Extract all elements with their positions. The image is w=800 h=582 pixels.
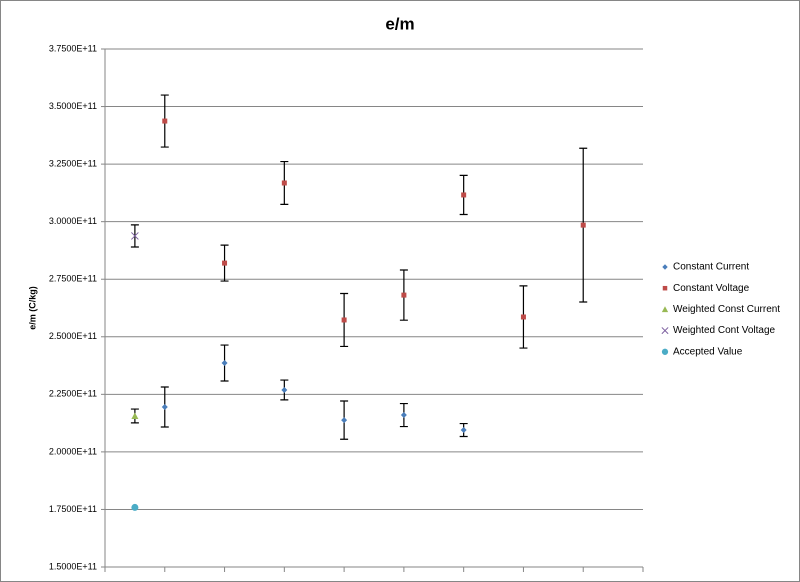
marker — [281, 386, 288, 393]
marker — [131, 412, 139, 419]
marker — [580, 222, 586, 228]
legend-label: Weighted Cont Voltage — [673, 325, 776, 336]
y-tick-label: 2.7500E+11 — [49, 274, 97, 284]
y-tick-label: 2.5000E+11 — [49, 331, 97, 341]
y-tick-label: 3.0000E+11 — [49, 216, 97, 226]
legend-label: Constant Current — [673, 262, 749, 273]
marker — [461, 192, 467, 198]
legend-label: Accepted Value — [673, 346, 743, 357]
marker — [162, 118, 168, 124]
marker — [221, 360, 228, 367]
y-tick-label: 3.2500E+11 — [49, 158, 97, 168]
marker — [131, 232, 139, 240]
y-tick-label: 1.5000E+11 — [49, 561, 97, 571]
marker — [401, 292, 407, 298]
legend-marker — [662, 264, 668, 270]
y-tick-label: 2.0000E+11 — [49, 446, 97, 456]
y-tick-label: 3.7500E+11 — [49, 43, 97, 53]
marker — [341, 317, 347, 323]
y-tick-label: 3.5000E+11 — [49, 101, 97, 111]
marker — [131, 503, 139, 511]
marker — [460, 427, 467, 434]
marker — [400, 412, 407, 419]
y-axis-label: e/m (C/kg) — [27, 286, 37, 330]
marker — [281, 180, 287, 186]
legend: Constant Current Constant Voltage Weighted… — [661, 262, 780, 357]
legend-label: Constant Voltage — [673, 283, 750, 294]
y-tick-label: 1.7500E+11 — [49, 504, 97, 514]
marker — [222, 260, 228, 266]
chart-title: e/m — [385, 14, 414, 33]
marker — [520, 314, 526, 320]
legend-label: Weighted Const Current — [673, 304, 780, 315]
legend-marker — [662, 285, 668, 291]
legend-marker — [661, 327, 669, 335]
legend-marker — [661, 306, 669, 313]
legend-marker — [661, 348, 669, 355]
marker — [161, 403, 168, 410]
marker — [341, 417, 348, 424]
y-tick-label: 2.2500E+11 — [49, 389, 97, 399]
